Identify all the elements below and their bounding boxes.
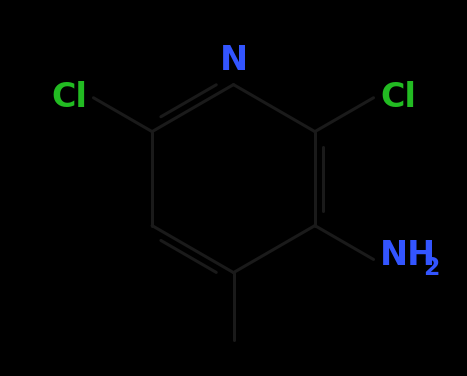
Text: Cl: Cl [380, 81, 416, 114]
Text: N: N [219, 44, 248, 77]
Text: 2: 2 [424, 256, 440, 280]
Text: NH: NH [380, 239, 436, 272]
Text: Cl: Cl [51, 81, 87, 114]
